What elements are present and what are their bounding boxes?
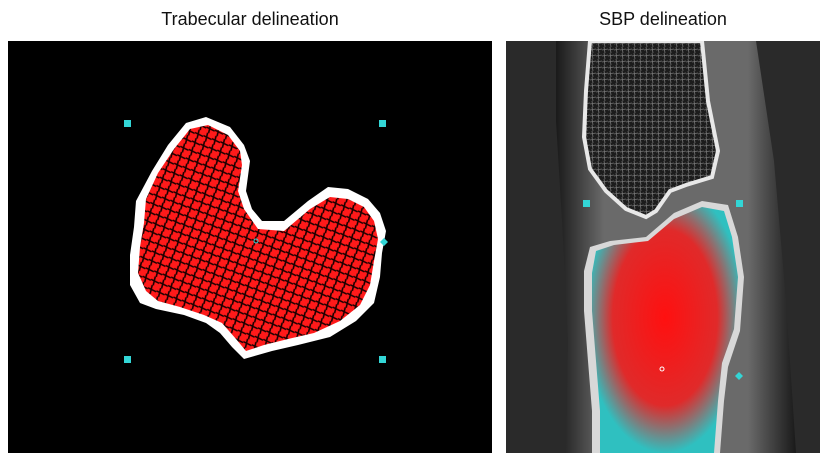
center-marker-icon — [659, 366, 665, 372]
sbp-region — [592, 207, 738, 453]
diamond-marker-icon[interactable] — [380, 238, 388, 246]
trabecular-delineation-panel — [8, 41, 492, 453]
trabecular-delineation-image — [8, 41, 492, 453]
trabecular-region — [138, 125, 378, 351]
diamond-marker-icon[interactable] — [735, 372, 743, 380]
femur-bone — [581, 41, 721, 220]
center-marker-icon — [253, 238, 259, 244]
square-marker-icon[interactable] — [736, 200, 743, 207]
panel-title-sbp: SBP delineation — [599, 9, 727, 29]
panel-title-trabecular: Trabecular delineation — [161, 9, 339, 29]
square-marker-icon[interactable] — [379, 120, 386, 127]
sbp-delineation-image — [506, 41, 820, 453]
square-marker-icon[interactable] — [124, 120, 131, 127]
sbp-delineation-panel — [506, 41, 820, 453]
square-marker-icon[interactable] — [124, 356, 131, 363]
square-marker-icon[interactable] — [379, 356, 386, 363]
square-marker-icon[interactable] — [583, 200, 590, 207]
